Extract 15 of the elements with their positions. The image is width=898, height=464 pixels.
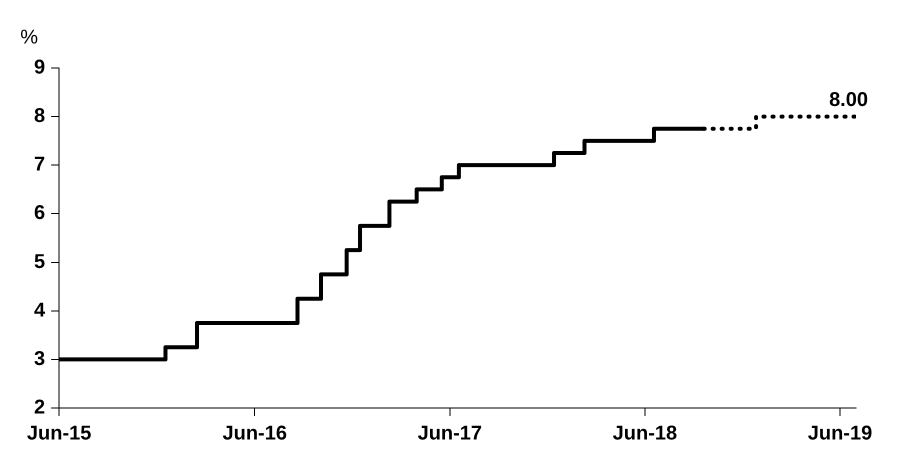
y-tick-label: 2 [34,396,46,419]
y-axis-title: % [20,26,38,49]
y-tick-label: 8 [34,105,46,128]
y-tick-label: 5 [34,250,46,273]
x-tick-label: Jun-15 [26,422,92,445]
x-tick-label: Jun-17 [418,422,482,445]
y-tick-label: 9 [34,56,46,79]
y-tick-label: 7 [34,154,46,176]
x-tick-label: Jun-16 [222,422,287,445]
x-tick-label: Jun-19 [808,422,872,445]
y-tick-label: 4 [34,299,46,322]
y-tick-label: 6 [34,202,46,224]
y-tick-label: 3 [34,348,46,370]
annotation: 8.00 [829,89,868,112]
x-tick-label: Jun-18 [612,422,678,445]
